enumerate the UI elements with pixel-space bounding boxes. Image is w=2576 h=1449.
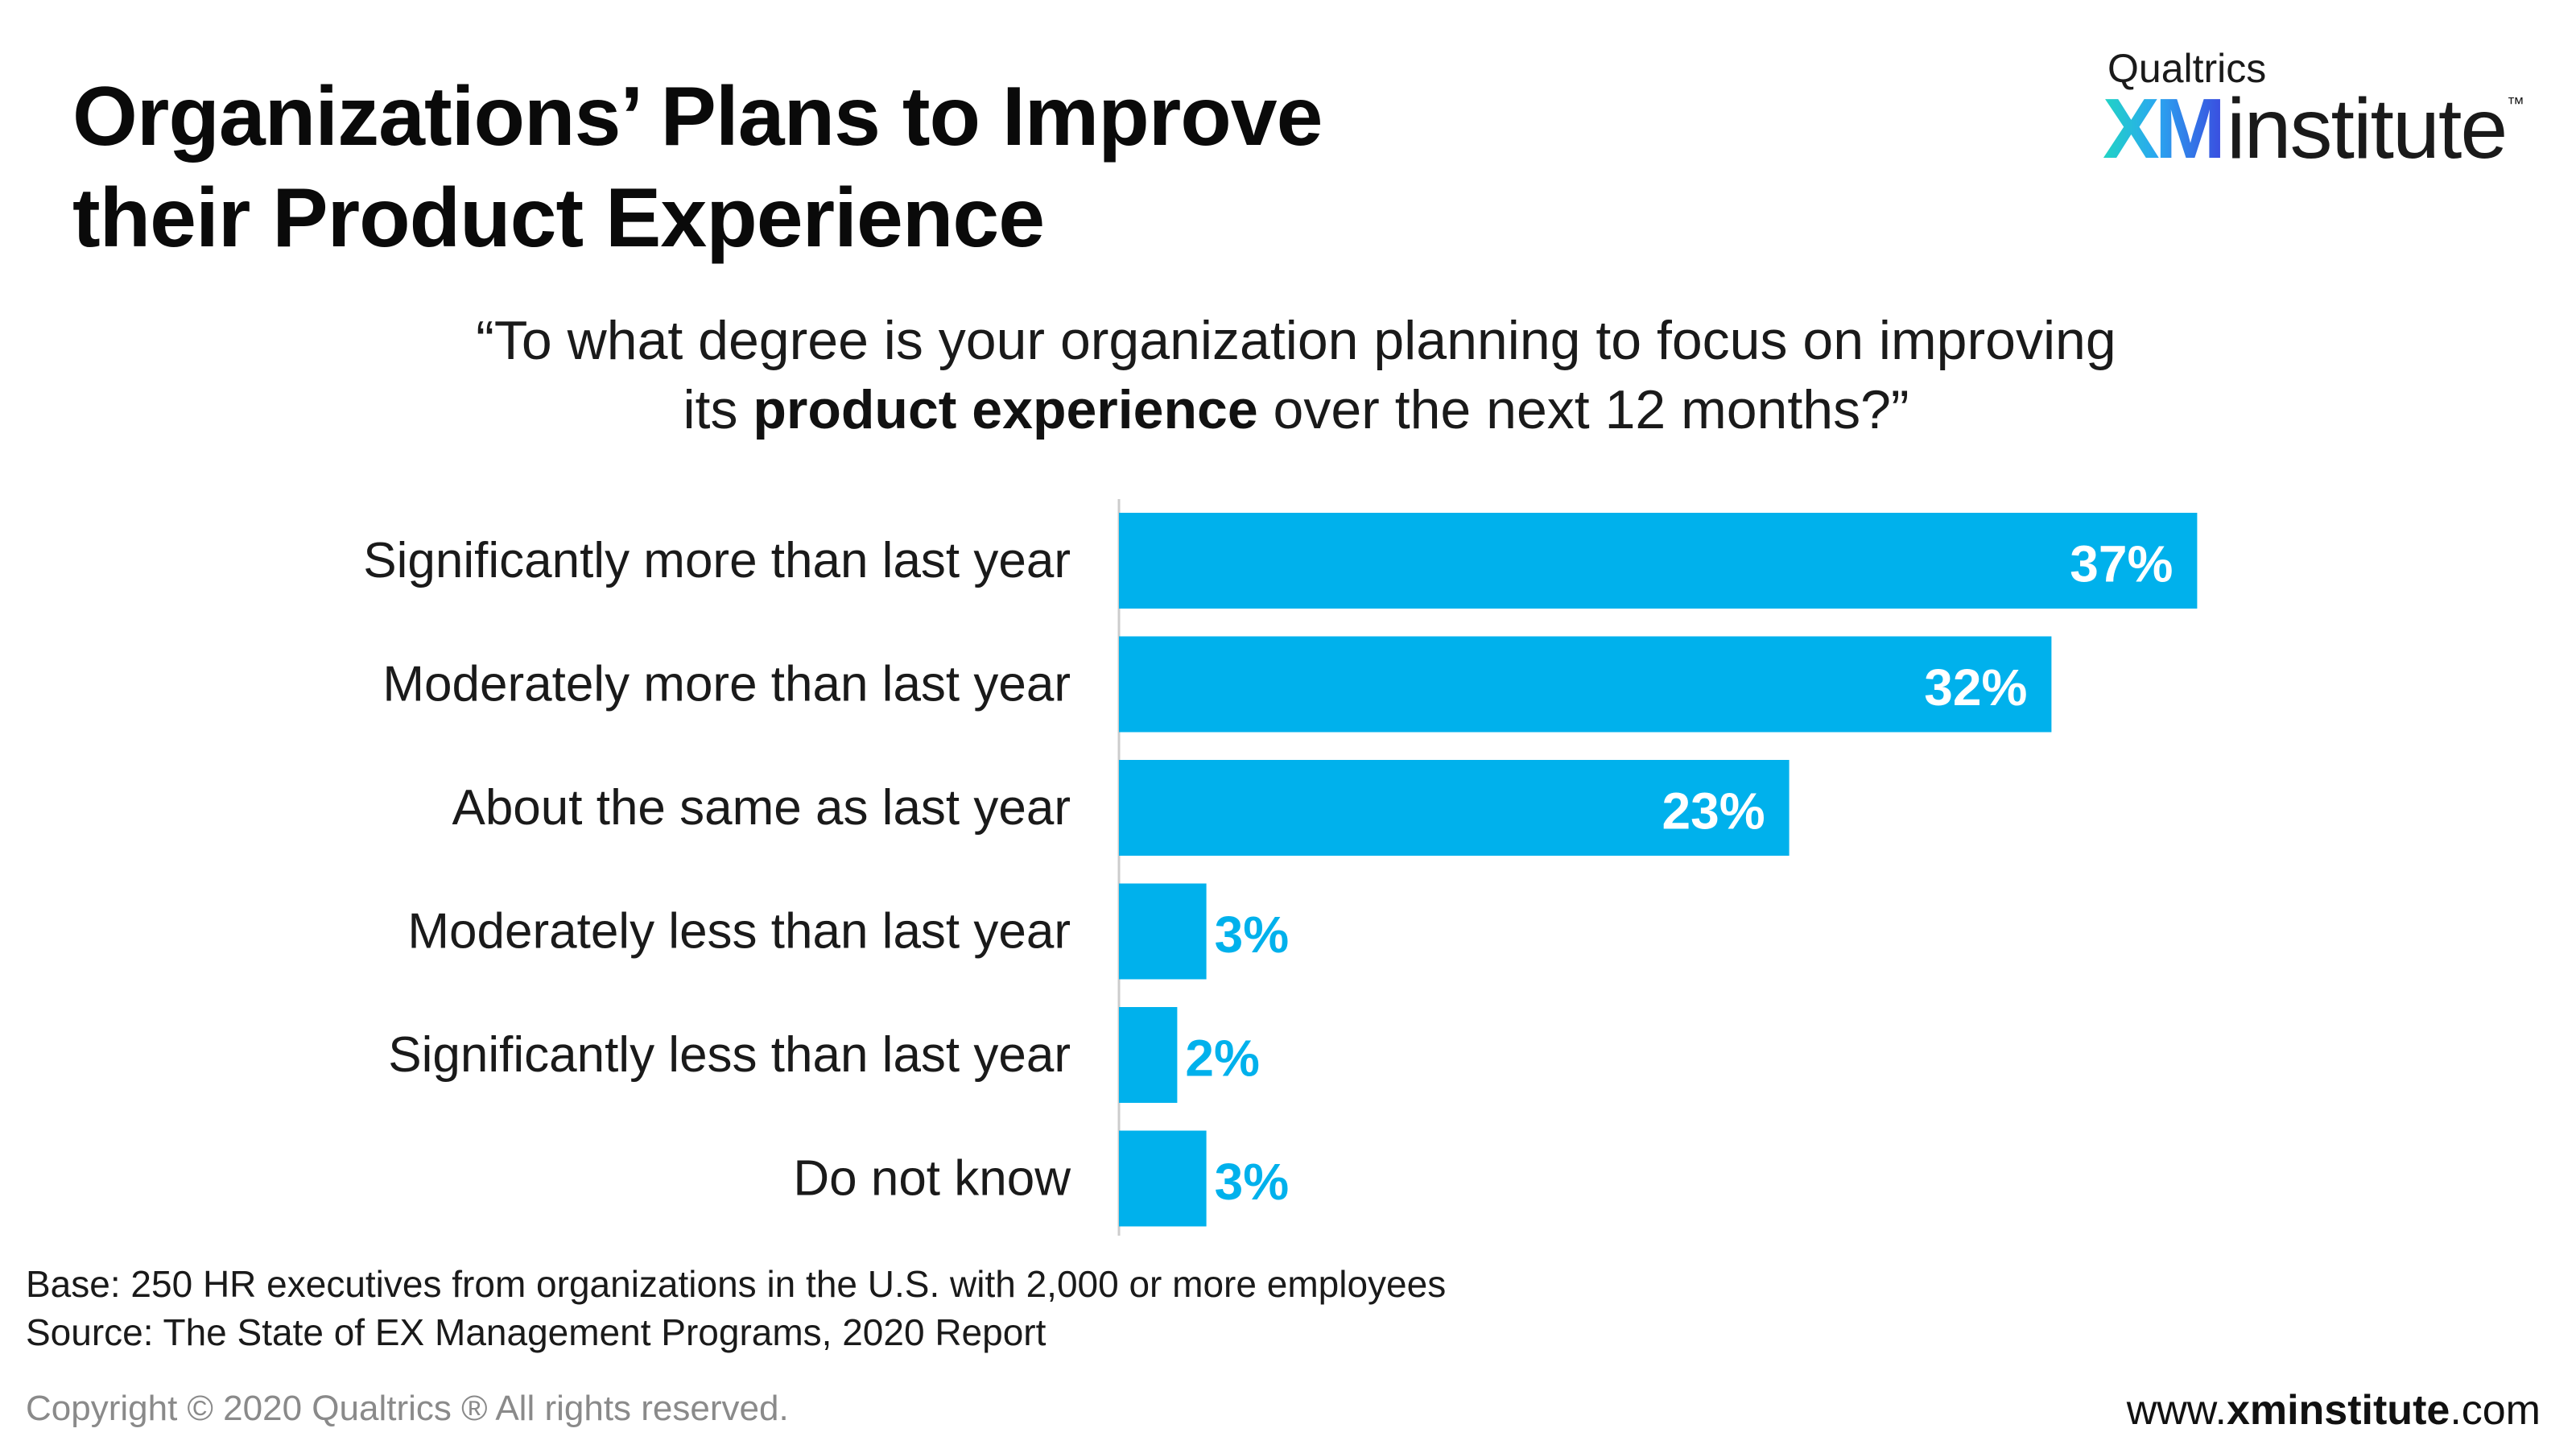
bar bbox=[1119, 1007, 1178, 1103]
category-label: Moderately more than last year bbox=[382, 657, 1071, 712]
bar bbox=[1119, 760, 1790, 856]
page-title: Organizations’ Plans to Improve their Pr… bbox=[72, 66, 1602, 269]
bar-value-label: 3% bbox=[1215, 1153, 1290, 1211]
logo-institute: institute bbox=[2227, 81, 2508, 176]
bar bbox=[1119, 883, 1207, 980]
survey-question-line-2: its product experience over the next 12 … bbox=[242, 375, 2351, 444]
category-label: Significantly more than last year bbox=[363, 533, 1071, 588]
logo-brand: Qualtrics bbox=[2107, 46, 2267, 91]
survey-question-pre: its bbox=[683, 379, 753, 440]
bar-value-label: 32% bbox=[1924, 658, 2027, 716]
xm-institute-logo: Qualtrics XM institute ™ bbox=[2074, 45, 2524, 176]
bar bbox=[1119, 636, 2052, 733]
survey-question-line-1: “To what degree is your organization pla… bbox=[476, 310, 2116, 371]
bar bbox=[1119, 1130, 1207, 1227]
category-label: About the same as last year bbox=[452, 780, 1071, 836]
category-label: Do not know bbox=[793, 1151, 1071, 1207]
page-title-line-2: their Product Experience bbox=[72, 171, 1045, 265]
copyright-text: Copyright © 2020 Qualtrics ® All rights … bbox=[26, 1389, 789, 1428]
footnote: Base: 250 HR executives from organizatio… bbox=[26, 1260, 1446, 1356]
website-prefix: www. bbox=[2126, 1387, 2227, 1434]
survey-question-emphasis: product experience bbox=[753, 379, 1258, 440]
page-title-line-1: Organizations’ Plans to Improve bbox=[72, 70, 1323, 163]
bar-value-label: 3% bbox=[1215, 906, 1290, 964]
bar-value-label: 23% bbox=[1662, 782, 1765, 840]
bar-value-label: 2% bbox=[1185, 1030, 1260, 1088]
footnote-source: Source: The State of EX Management Progr… bbox=[26, 1311, 1046, 1353]
footnote-base: Base: 250 HR executives from organizatio… bbox=[26, 1263, 1447, 1305]
website-link[interactable]: www.xminstitute.com bbox=[2127, 1386, 2541, 1435]
bar-chart: Significantly more than last year 37% Mode… bbox=[363, 499, 2198, 1236]
logo-trademark: ™ bbox=[2507, 93, 2524, 114]
survey-question-post: over the next 12 months?” bbox=[1257, 379, 1909, 440]
survey-question: “To what degree is your organization pla… bbox=[242, 306, 2351, 444]
category-label: Significantly less than last year bbox=[388, 1027, 1071, 1083]
website-suffix: .com bbox=[2450, 1387, 2541, 1434]
bar bbox=[1119, 513, 2198, 609]
category-label: Moderately less than last year bbox=[407, 904, 1071, 960]
logo-xm: XM bbox=[2103, 81, 2226, 176]
website-domain: xminstitute bbox=[2226, 1387, 2450, 1434]
bar-value-label: 37% bbox=[2070, 535, 2173, 593]
